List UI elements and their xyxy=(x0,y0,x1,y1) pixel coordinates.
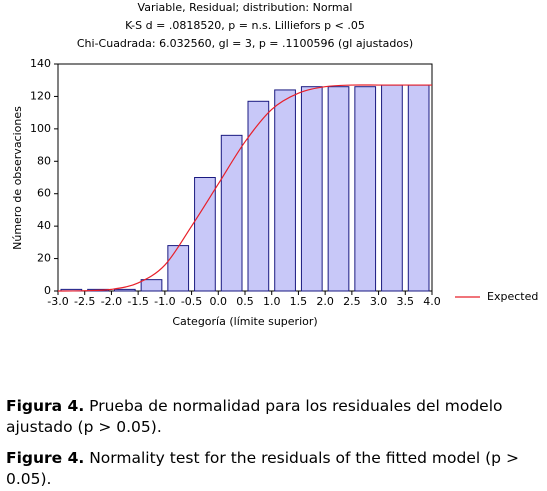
bar xyxy=(381,84,403,292)
caption-label: Figure 4. xyxy=(6,449,85,467)
bar xyxy=(247,100,270,292)
bar xyxy=(407,84,430,292)
x-axis-label: Categoría (límite superior) xyxy=(172,315,317,328)
caption-text: Normality test for the residuals of the … xyxy=(6,449,519,488)
x-tick-label: 2.5 xyxy=(343,295,361,308)
y-tick-label: 40 xyxy=(37,219,51,232)
y-tick-label: 60 xyxy=(37,187,51,200)
expected-line xyxy=(57,84,432,292)
chart: Variable, Residual; distribution: Normal… xyxy=(11,1,538,328)
x-tick-label: -2.5 xyxy=(74,295,95,308)
bar xyxy=(354,86,377,292)
x-tick-label: -1.5 xyxy=(127,295,148,308)
caption-es: Figura 4. Prueba de normalidad para los … xyxy=(6,396,541,438)
x-tick-label: -1.0 xyxy=(154,295,175,308)
legend-label: Expected xyxy=(487,290,538,303)
x-tick-label: 1.0 xyxy=(263,295,281,308)
x-tick-label: 1.5 xyxy=(290,295,308,308)
y-tick-label: 0 xyxy=(44,284,51,297)
x-tick-label: 4.0 xyxy=(423,295,441,308)
x-tick-label: 0.5 xyxy=(236,295,254,308)
x-tick-label: 0.0 xyxy=(210,295,228,308)
x-tick-label: -2.0 xyxy=(101,295,122,308)
chart-subtitle: K-S d = .0818520, p = n.s. Lilliefors p … xyxy=(125,19,365,32)
bar xyxy=(327,86,350,292)
bar xyxy=(113,288,136,292)
chart-subtitle: Chi-Cuadrada: 6.032560, gl = 3, p = .110… xyxy=(77,37,413,50)
bar xyxy=(220,134,243,292)
bar xyxy=(274,89,296,292)
x-tick-label: 2.0 xyxy=(316,295,334,308)
x-tick-label: 3.0 xyxy=(370,295,388,308)
y-axis-label: Número de observaciones xyxy=(11,106,24,250)
y-tick-label: 120 xyxy=(30,89,51,102)
y-tick-label: 100 xyxy=(30,122,51,135)
bar xyxy=(140,279,163,292)
y-tick-label: 20 xyxy=(37,252,51,265)
caption-en: Figure 4. Normality test for the residua… xyxy=(6,448,541,490)
bar xyxy=(194,177,216,292)
y-tick-label: 80 xyxy=(37,154,51,167)
bar xyxy=(167,245,190,292)
caption-text: Prueba de normalidad para los residuales… xyxy=(6,397,503,436)
y-tick-label: 140 xyxy=(30,57,51,70)
x-tick-label: -0.5 xyxy=(181,295,202,308)
chart-title: Variable, Residual; distribution: Normal xyxy=(138,1,353,14)
caption-label: Figura 4. xyxy=(6,397,85,415)
bar xyxy=(300,86,323,292)
x-tick-label: -3.0 xyxy=(47,295,68,308)
x-tick-label: 3.5 xyxy=(397,295,415,308)
